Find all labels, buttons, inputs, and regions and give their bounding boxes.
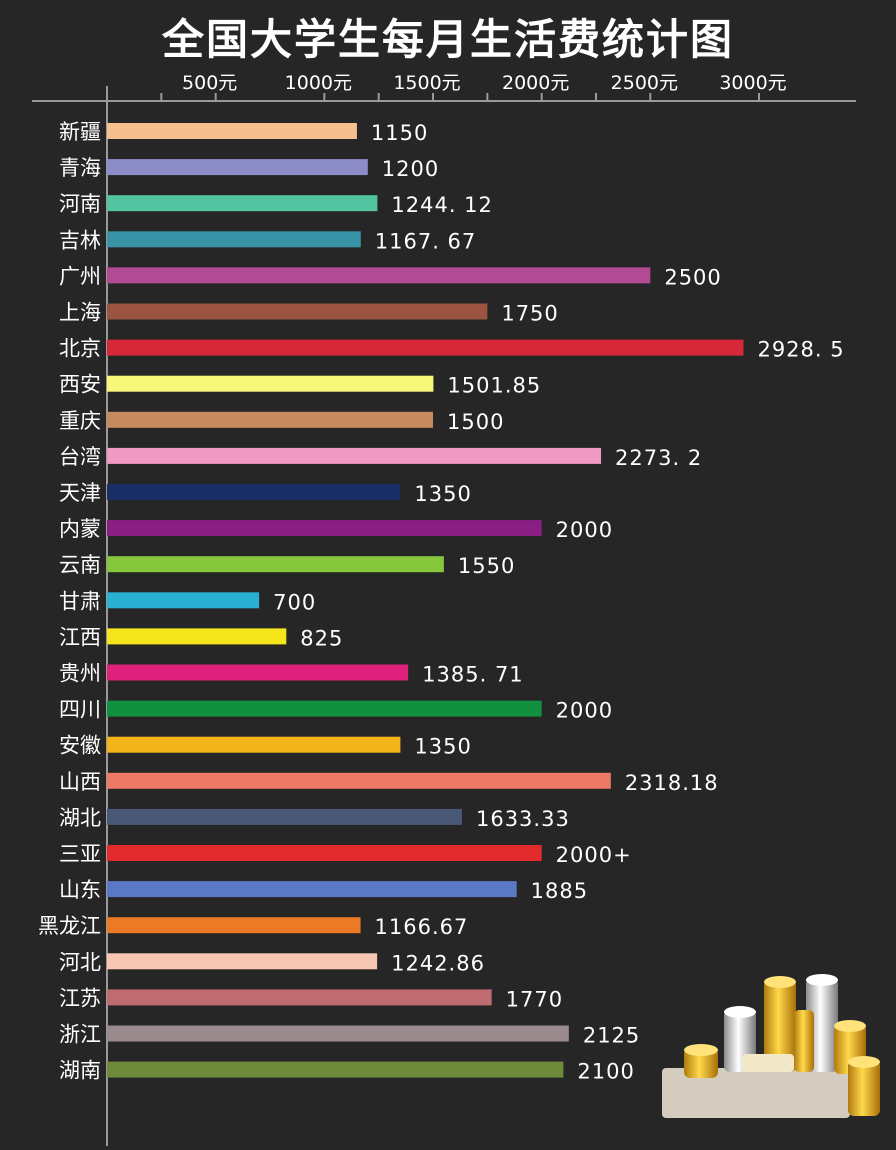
bar-台湾 [107,447,602,464]
value-label: 1350 [414,735,471,759]
category-label: 上海 [59,301,101,325]
bar-内蒙 [107,520,542,537]
value-label: 1167. 67 [375,229,477,253]
value-label: 2000 [556,699,613,723]
bar-河南 [107,195,378,212]
bar-北京 [107,339,744,356]
value-label: 1501.85 [447,374,541,398]
bar-安徽 [107,736,401,753]
chart-title: 全国大学生每月生活费统计图 [161,15,734,64]
category-label: 湖北 [59,806,101,830]
category-label: 西安 [59,373,101,397]
bar-新疆 [107,123,357,139]
category-label: 广州 [59,264,101,288]
value-label: 2500 [664,265,721,289]
bar-青海 [107,159,368,176]
category-label: 吉林 [59,228,101,252]
value-label: 2000+ [556,843,632,867]
category-label: 天津 [59,481,101,505]
category-label: 湖南 [59,1059,101,1083]
value-label: 2318.18 [625,771,719,795]
category-label: 安徽 [59,734,101,758]
bar-贵州 [107,664,409,681]
x-tick-label: 2500元 [611,72,678,94]
category-label: 浙江 [59,1023,101,1047]
x-tick-label: 3000元 [719,72,786,94]
value-label: 1242.86 [391,951,485,975]
category-label: 河南 [59,192,101,216]
value-label: 1550 [458,554,515,578]
value-label: 825 [300,626,343,650]
bar-黑龙江 [107,917,361,934]
x-tick-label: 1500元 [393,72,460,94]
bar-重庆 [107,411,433,428]
category-label: 贵州 [59,662,101,686]
value-label: 1500 [447,410,504,434]
value-label: 1350 [414,482,471,506]
bar-广州 [107,267,651,284]
value-label: 1150 [371,121,428,145]
value-label: 1244. 12 [391,193,493,217]
category-label: 内蒙 [59,517,101,541]
category-label: 三亚 [59,842,101,866]
bar-江西 [107,628,287,645]
value-label: 1166.67 [375,915,469,939]
bar-湖北 [107,808,462,825]
value-label: 2928. 5 [757,338,844,362]
bar-河北 [107,953,378,970]
category-label: 黑龙江 [38,914,101,938]
category-label: 重庆 [59,409,101,433]
value-label: 2273. 2 [615,446,702,470]
value-label: 2100 [577,1060,634,1084]
value-label: 2000 [556,518,613,542]
category-label: 台湾 [59,445,101,469]
value-label: 700 [273,590,316,614]
bar-浙江 [107,1025,569,1042]
category-label: 江西 [59,625,101,649]
coin-stack-icon [662,974,880,1118]
bar-山西 [107,772,611,789]
bar-云南 [107,556,444,573]
bar-湖南 [107,1061,564,1078]
bar-天津 [107,484,401,500]
bar-四川 [107,700,542,717]
value-label: 1770 [506,987,563,1011]
category-label: 山西 [59,770,101,794]
category-label: 青海 [59,156,101,180]
category-label: 山东 [59,878,101,902]
category-label: 河北 [59,950,101,974]
bar-吉林 [107,231,361,248]
bar-山东 [107,881,517,898]
value-label: 2125 [583,1024,640,1048]
category-label: 新疆 [59,120,101,144]
value-label: 1885 [531,879,588,903]
x-tick-label: 500元 [182,72,237,94]
category-label: 甘肃 [59,589,101,613]
bar-三亚 [107,845,542,861]
x-tick-label: 2000元 [502,72,569,94]
category-label: 云南 [59,553,101,577]
x-tick-label: 1000元 [285,72,352,94]
category-label: 北京 [59,337,101,361]
category-label: 四川 [59,698,101,722]
value-label: 1385. 71 [422,663,524,687]
bar-甘肃 [107,592,260,609]
bar-西安 [107,375,434,392]
value-label: 1633.33 [476,807,570,831]
bar-上海 [107,303,488,320]
bar-江苏 [107,989,492,1006]
category-label: 江苏 [59,986,101,1010]
value-label: 1200 [382,157,439,181]
value-label: 1750 [501,302,558,326]
